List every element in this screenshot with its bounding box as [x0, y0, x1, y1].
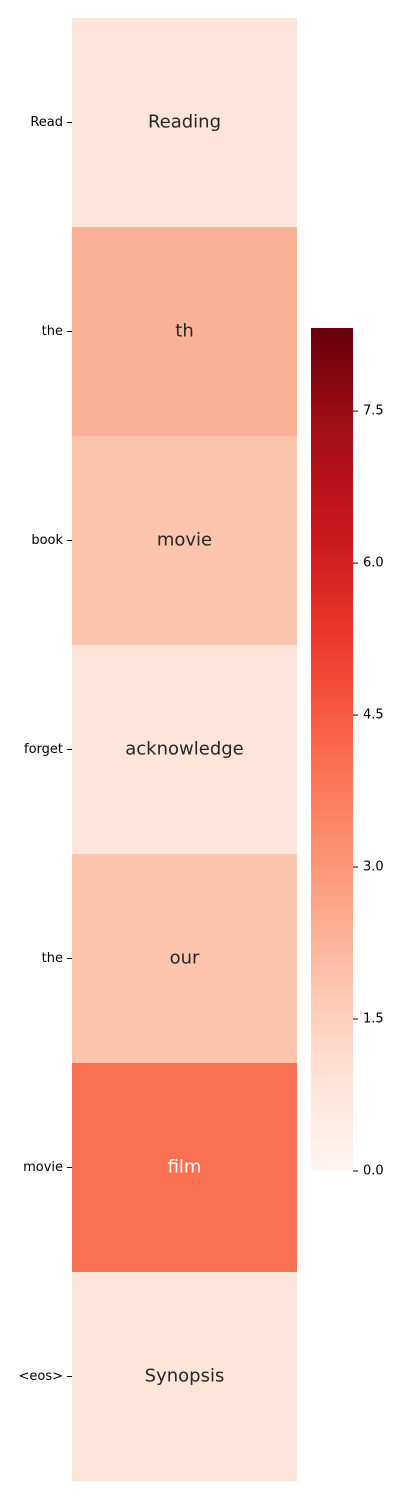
cell-annotation: movie: [157, 530, 212, 551]
heatmap-cell: [72, 854, 297, 1064]
colorbar-tick-label: 7.5: [363, 404, 384, 419]
cell-annotation: Reading: [148, 112, 221, 133]
colorbar-tick-label: 4.5: [363, 708, 384, 723]
heatmap-cell: [72, 645, 297, 855]
y-tick-label: the: [42, 951, 63, 966]
y-tick-label: movie: [23, 1160, 63, 1175]
colorbar: [311, 328, 353, 1171]
y-tick-label: the: [42, 324, 63, 339]
y-tick-label: forget: [24, 742, 63, 757]
y-tick-label: book: [31, 533, 63, 548]
heatmap-cell: [72, 18, 297, 228]
colorbar-tick-label: 0.0: [363, 1164, 384, 1179]
cell-annotation: th: [175, 321, 193, 342]
y-tick-label: <eos>: [18, 1369, 63, 1384]
heatmap-cell: [72, 227, 297, 437]
heatmap-cell: [72, 436, 297, 646]
cell-annotation: film: [168, 1157, 202, 1178]
colorbar-tick-label: 1.5: [363, 1012, 384, 1027]
heatmap-cell: [72, 1063, 297, 1273]
cell-annotation: our: [170, 948, 200, 969]
cell-annotation: acknowledge: [125, 739, 244, 760]
heatmap-cell: [72, 1272, 297, 1482]
colorbar-tick-label: 6.0: [363, 556, 384, 571]
cell-annotation: Synopsis: [145, 1366, 225, 1387]
colorbar-tick-label: 3.0: [363, 860, 384, 875]
y-tick-label: Read: [30, 115, 63, 130]
